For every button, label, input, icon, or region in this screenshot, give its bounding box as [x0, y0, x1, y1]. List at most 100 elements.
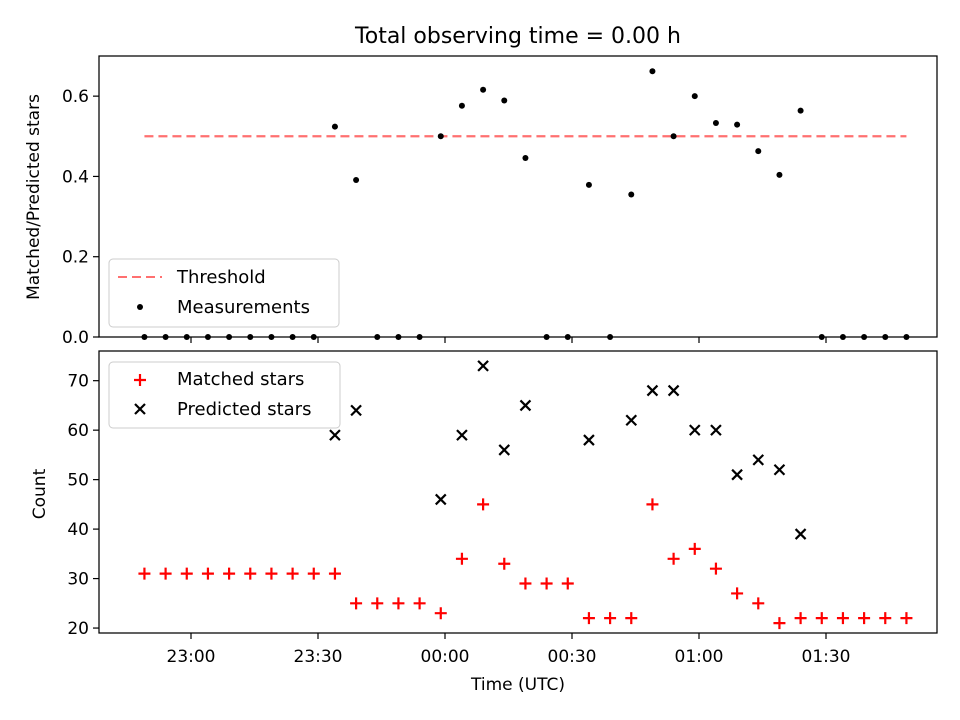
- matched-star-point: [519, 577, 532, 590]
- measurement-point: [734, 121, 741, 128]
- matched-star-point: [244, 567, 257, 580]
- measurements-legend-swatch: [137, 304, 143, 310]
- measurement-point: [437, 133, 444, 140]
- x-tick-label: 01:00: [675, 647, 724, 667]
- predicted-star-point: [498, 444, 511, 456]
- matched-star-point: [328, 567, 341, 580]
- measurement-point: [776, 171, 783, 178]
- count-y-tick-label: 20: [67, 619, 89, 639]
- count-legend-box: [108, 361, 341, 429]
- predicted-legend-label: Predicted stars: [177, 399, 311, 420]
- threshold-legend-label: Threshold: [176, 267, 266, 288]
- predicted-star-point: [710, 424, 722, 436]
- matched-star-point: [625, 612, 638, 625]
- matched-star-point: [477, 498, 490, 511]
- predicted-star-point: [456, 429, 468, 441]
- predicted-star-point: [773, 463, 786, 476]
- matched-star-point: [350, 597, 363, 610]
- matched-star-point: [180, 567, 193, 580]
- ratio-y-tick-label: 0.0: [62, 328, 89, 348]
- x-tick-label: 01:30: [802, 647, 851, 667]
- count-y-tick-label: 50: [67, 471, 89, 491]
- count-legend: Matched stars Predicted stars: [108, 361, 341, 429]
- matched-star-point: [286, 567, 299, 580]
- matched-star-point: [879, 612, 892, 625]
- predicted-legend-swatch: [134, 403, 146, 415]
- ratio-y-tick-label: 0.6: [62, 87, 89, 107]
- chart-title: Total observing time = 0.00 h: [354, 24, 681, 49]
- matched-star-point: [582, 612, 595, 625]
- ratio-panel-frame: [98, 55, 938, 338]
- x-tick-label: 23:00: [167, 647, 216, 667]
- matched-star-point: [201, 567, 214, 580]
- matched-star-point: [752, 597, 765, 610]
- matched-star-point: [794, 612, 807, 625]
- count-y-tick-label: 30: [67, 570, 89, 590]
- matched-star-point: [413, 597, 426, 610]
- measurement-point: [458, 102, 465, 109]
- measurement-point: [585, 181, 592, 188]
- predicted-star-point: [667, 384, 680, 397]
- matched-star-point: [392, 597, 405, 610]
- x-tick-label: 00:30: [548, 647, 597, 667]
- measurement-point: [501, 97, 508, 104]
- ratio-legend: Threshold Measurements: [108, 258, 340, 328]
- matched-star-point: [434, 607, 447, 620]
- matched-star-point: [498, 557, 511, 570]
- predicted-star-point: [583, 434, 595, 446]
- matched-star-point: [688, 542, 701, 555]
- predicted-star-point: [625, 414, 638, 427]
- matched-star-point: [307, 567, 320, 580]
- measurement-point: [755, 148, 762, 155]
- measurement-point: [797, 107, 804, 114]
- x-tick-label: 23:30: [294, 647, 343, 667]
- matched-legend-label: Matched stars: [177, 369, 304, 390]
- x-tick-label: 00:00: [421, 647, 470, 667]
- predicted-star-point: [329, 429, 341, 441]
- measurement-point: [628, 191, 635, 198]
- x-axis-label: Time (UTC): [470, 675, 565, 695]
- matched-star-point: [836, 612, 849, 625]
- count-panel-frame: [98, 350, 938, 634]
- matched-star-point: [858, 612, 871, 625]
- ratio-legend-box: [108, 258, 340, 328]
- count-y-tick-label: 40: [67, 520, 89, 540]
- count-panel: 20 30 40 50 60 70 23:00 23:30 00:00 00:30 01:00 01…: [30, 350, 938, 695]
- predicted-star-point: [752, 454, 765, 466]
- ratio-y-tick-label: 0.2: [62, 248, 89, 268]
- measurement-point: [670, 133, 677, 140]
- predicted-star-point: [477, 360, 489, 372]
- measurements-legend-label: Measurements: [177, 297, 310, 318]
- ratio-panel: 0.0 0.2 0.4 0.6 Matched/Predicted stars Thr…: [24, 55, 938, 348]
- matched-star-point: [138, 567, 151, 580]
- measurement-point: [691, 93, 698, 100]
- matched-star-point: [455, 552, 468, 565]
- matched-star-point: [667, 552, 680, 565]
- measurement-point: [480, 86, 487, 93]
- matched-star-point: [265, 567, 278, 580]
- predicted-star-point: [519, 399, 532, 412]
- count-panel-ylabel: Count: [30, 468, 50, 519]
- predicted-star-point: [434, 493, 447, 506]
- measurement-point: [331, 123, 338, 130]
- matched-star-point: [223, 567, 236, 580]
- matched-star-point: [159, 567, 172, 580]
- matched-star-point: [561, 577, 574, 590]
- predicted-star-point: [350, 404, 362, 417]
- matched-star-point: [540, 577, 553, 590]
- measurement-point: [522, 154, 529, 161]
- matched-star-point: [604, 612, 617, 625]
- measurement-point: [712, 120, 719, 127]
- predicted-star-point: [794, 528, 807, 540]
- matched-star-point: [815, 612, 828, 625]
- matched-star-point: [900, 612, 913, 625]
- measurement-point: [353, 177, 360, 184]
- count-y-tick-label: 70: [67, 372, 89, 392]
- matched-legend-swatch: [134, 374, 146, 386]
- ratio-y-tick-label: 0.4: [62, 167, 89, 187]
- matched-star-point: [731, 587, 744, 600]
- predicted-star-point: [646, 384, 659, 397]
- matched-star-point: [646, 498, 659, 511]
- matched-star-point: [709, 562, 722, 575]
